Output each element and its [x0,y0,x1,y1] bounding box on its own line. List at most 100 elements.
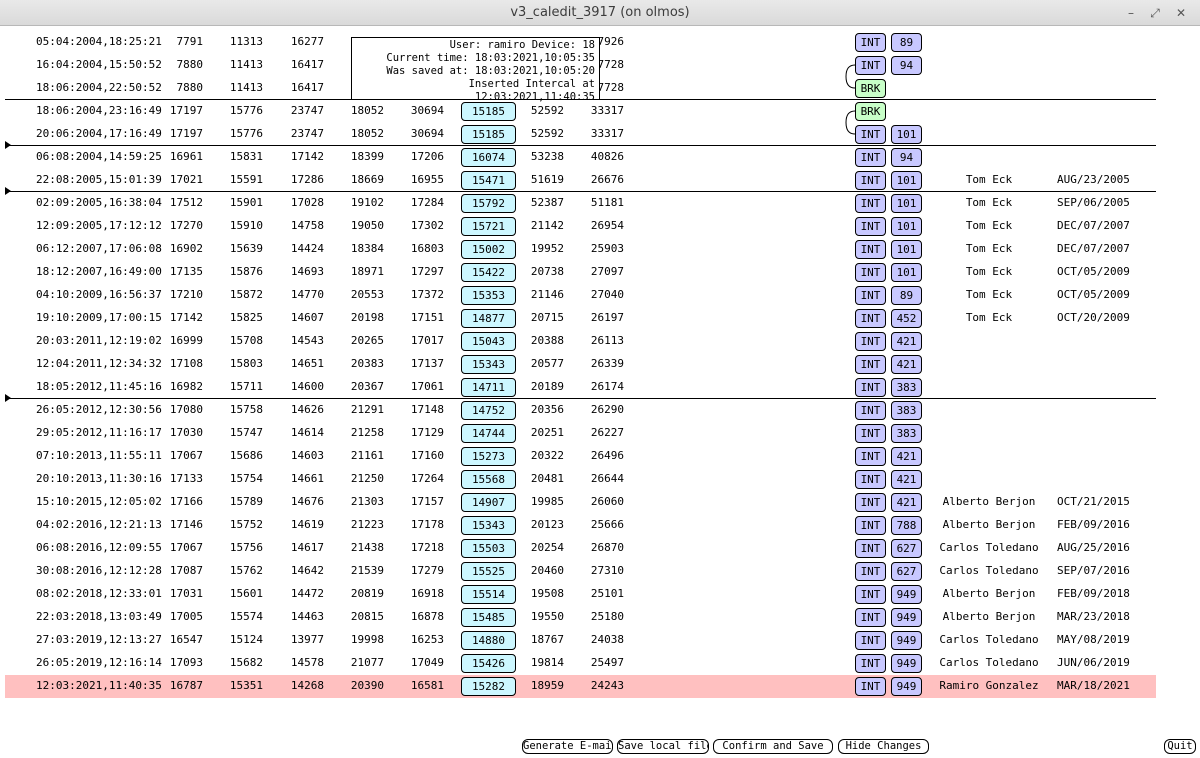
row-value-box[interactable]: 14711 [461,378,516,397]
break-tag[interactable]: BRK [855,79,886,98]
table-row[interactable]: 12:04:2011,12:34:32 17108 15803 14651 20383 1… [5,353,1156,376]
row-value-box[interactable]: 15568 [461,470,516,489]
row-value-box[interactable]: 14880 [461,631,516,650]
row-value-box[interactable]: 15514 [461,585,516,604]
row-number-badge[interactable]: 101 [891,240,922,259]
table-row[interactable]: 26:05:2012,12:30:56 17080 15758 14626 21291 1… [5,399,1156,422]
row-number-badge[interactable]: 383 [891,424,922,443]
restore-icon[interactable]: ⤢ [1150,6,1160,20]
intercal-tag[interactable]: INT [855,447,886,466]
intercal-tag[interactable]: INT [855,424,886,443]
intercal-tag[interactable]: INT [855,378,886,397]
row-value-box[interactable]: 15353 [461,286,516,305]
row-number-badge[interactable]: 788 [891,516,922,535]
intercal-tag[interactable]: INT [855,148,886,167]
intercal-tag[interactable]: INT [855,355,886,374]
row-number-badge[interactable]: 949 [891,585,922,604]
row-number-badge[interactable]: 421 [891,355,922,374]
table-row[interactable]: 22:03:2018,13:03:49 17005 15574 14463 20815 1… [5,606,1156,629]
row-value-box[interactable]: 15185 [461,125,516,144]
table-row[interactable]: 19:10:2009,17:00:15 17142 15825 14607 20198 1… [5,307,1156,330]
table-row[interactable]: 16:04:2004,15:50:52 7880 11413 16417 17728 IN… [5,54,1156,77]
table-row[interactable]: 20:06:2004,17:16:49 17197 15776 23747 18052 3… [5,123,1156,146]
intercal-tag[interactable]: INT [855,654,886,673]
intercal-tag[interactable]: INT [855,562,886,581]
break-tag[interactable]: BRK [855,102,886,121]
row-number-badge[interactable]: 627 [891,562,922,581]
hide-changes-button[interactable]: Hide Changes [838,739,929,754]
row-value-box[interactable]: 15792 [461,194,516,213]
row-number-badge[interactable]: 421 [891,447,922,466]
row-value-box[interactable]: 15043 [461,332,516,351]
intercal-tag[interactable]: INT [855,677,886,696]
row-value-box[interactable]: 14877 [461,309,516,328]
table-row[interactable]: 08:02:2018,12:33:01 17031 15601 14472 20819 1… [5,583,1156,606]
intercal-tag[interactable]: INT [855,217,886,236]
row-number-badge[interactable]: 94 [891,148,922,167]
table-row[interactable]: 06:12:2007,17:06:08 16902 15639 14424 18384 1… [5,238,1156,261]
row-number-badge[interactable]: 101 [891,171,922,190]
close-icon[interactable]: ✕ [1175,6,1187,20]
row-number-badge[interactable]: 89 [891,33,922,52]
row-value-box[interactable]: 14907 [461,493,516,512]
table-row[interactable]: 12:09:2005,17:12:12 17270 15910 14758 19050 1… [5,215,1156,238]
row-number-badge[interactable]: 383 [891,401,922,420]
table-row[interactable]: 02:09:2005,16:38:04 17512 15901 17028 19102 1… [5,192,1156,215]
intercal-tag[interactable]: INT [855,539,886,558]
table-row[interactable]: 18:05:2012,11:45:16 16982 15711 14600 20367 1… [5,376,1156,399]
row-number-badge[interactable]: 421 [891,332,922,351]
row-number-badge[interactable]: 627 [891,539,922,558]
row-value-box[interactable]: 15471 [461,171,516,190]
row-number-badge[interactable]: 452 [891,309,922,328]
table-row[interactable]: 26:05:2019,12:16:14 17093 15682 14578 21077 1… [5,652,1156,675]
row-value-box[interactable]: 15426 [461,654,516,673]
intercal-tag[interactable]: INT [855,516,886,535]
row-number-badge[interactable]: 383 [891,378,922,397]
intercal-tag[interactable]: INT [855,125,886,144]
intercal-tag[interactable]: INT [855,171,886,190]
table-row[interactable]: 12:03:2021,11:40:35 16787 15351 14268 20390 1… [5,675,1156,698]
row-value-box[interactable]: 15721 [461,217,516,236]
intercal-tag[interactable]: INT [855,608,886,627]
table-row[interactable]: 04:10:2009,16:56:37 17210 15872 14770 20553 1… [5,284,1156,307]
table-row[interactable]: 18:12:2007,16:49:00 17135 15876 14693 18971 1… [5,261,1156,284]
save-local-file-button[interactable]: Save local file [617,739,709,754]
generate-email-button[interactable]: Generate E-mail [522,739,613,754]
intercal-tag[interactable]: INT [855,309,886,328]
table-row[interactable]: 29:05:2012,11:16:17 17030 15747 14614 21258 1… [5,422,1156,445]
confirm-and-save-button[interactable]: Confirm and Save [713,739,833,754]
row-number-badge[interactable]: 421 [891,470,922,489]
table-row[interactable]: 30:08:2016,12:12:28 17087 15762 14642 21539 1… [5,560,1156,583]
row-number-badge[interactable]: 101 [891,125,922,144]
intercal-tag[interactable]: INT [855,194,886,213]
row-number-badge[interactable]: 421 [891,493,922,512]
table-row[interactable]: 20:10:2013,11:30:16 17133 15754 14661 21250 1… [5,468,1156,491]
row-number-badge[interactable]: 101 [891,194,922,213]
row-value-box[interactable]: 16074 [461,148,516,167]
intercal-tag[interactable]: INT [855,240,886,259]
row-value-box[interactable]: 15002 [461,240,516,259]
row-value-box[interactable]: 14744 [461,424,516,443]
minimize-icon[interactable]: – [1128,6,1134,20]
row-value-box[interactable]: 15485 [461,608,516,627]
table-row[interactable]: 15:10:2015,12:05:02 17166 15789 14676 21303 1… [5,491,1156,514]
row-value-box[interactable]: 15343 [461,355,516,374]
row-value-box[interactable]: 15422 [461,263,516,282]
table-row[interactable]: 06:08:2016,12:09:55 17067 15756 14617 21438 1… [5,537,1156,560]
row-number-badge[interactable]: 101 [891,217,922,236]
intercal-tag[interactable]: INT [855,286,886,305]
row-value-box[interactable]: 15282 [461,677,516,696]
table-row[interactable]: 20:03:2011,12:19:02 16999 15708 14543 20265 1… [5,330,1156,353]
row-number-badge[interactable]: 89 [891,286,922,305]
quit-button[interactable]: Quit [1164,739,1196,754]
row-number-badge[interactable]: 94 [891,56,922,75]
intercal-tag[interactable]: INT [855,631,886,650]
row-value-box[interactable]: 15273 [461,447,516,466]
intercal-tag[interactable]: INT [855,332,886,351]
row-value-box[interactable]: 15185 [461,102,516,121]
row-number-badge[interactable]: 949 [891,654,922,673]
row-number-badge[interactable]: 949 [891,677,922,696]
table-row[interactable]: 04:02:2016,12:21:13 17146 15752 14619 21223 1… [5,514,1156,537]
table-row[interactable]: 05:04:2004,18:25:21779111313162777087279… [5,31,1156,54]
intercal-tag[interactable]: INT [855,493,886,512]
